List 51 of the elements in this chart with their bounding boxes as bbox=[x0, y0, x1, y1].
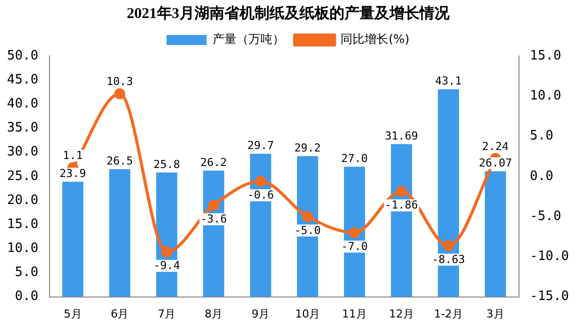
x-tick-label: 8月 bbox=[204, 307, 223, 320]
data-label: 10.3 bbox=[106, 75, 133, 88]
x-tick-label: 6月 bbox=[110, 307, 129, 320]
x-tick-label: 9月 bbox=[252, 307, 270, 320]
y-tick-label: 50.0 bbox=[6, 48, 38, 64]
y2-tick-label: 10.0 bbox=[530, 88, 562, 104]
data-label: -5.0 bbox=[294, 224, 321, 237]
x-tick-label: 1-2月 bbox=[434, 307, 463, 320]
data-label: -3.6 bbox=[200, 212, 227, 226]
legend-label: 同比增长(%) bbox=[340, 32, 410, 46]
y-tick-label: 5.0 bbox=[14, 265, 38, 280]
data-label: -9.4 bbox=[153, 259, 180, 272]
x-tick-label: 7月 bbox=[158, 307, 176, 320]
data-label: -7.0 bbox=[341, 240, 368, 253]
y-tick-label: 20.0 bbox=[6, 192, 38, 208]
data-label: 25.8 bbox=[153, 158, 180, 171]
data-label: 29.2 bbox=[294, 142, 321, 155]
data-label: -1.86 bbox=[384, 198, 418, 212]
y2-tick-label: 15.0 bbox=[530, 48, 562, 64]
data-label: 26.2 bbox=[200, 156, 227, 169]
y2-tick-label: -15.0 bbox=[530, 289, 570, 304]
y2-tick-label: 0.0 bbox=[530, 168, 554, 184]
data-label: 1.1 bbox=[62, 148, 83, 162]
data-label: 31.69 bbox=[384, 130, 418, 143]
data-label: 26.5 bbox=[106, 154, 133, 168]
chart-title: 2021年3月湖南省机制纸及纸板的产量及增长情况 bbox=[126, 4, 450, 23]
y2-tick-label: -10.0 bbox=[530, 249, 570, 264]
y-tick-label: 45.0 bbox=[6, 72, 38, 88]
x-tick-label: 10月 bbox=[295, 307, 320, 320]
x-tick-label: 3月 bbox=[486, 307, 504, 320]
y-tick-label: 25.0 bbox=[6, 168, 38, 184]
y-tick-label: 30.0 bbox=[6, 144, 38, 160]
x-tick-label: 12月 bbox=[388, 307, 414, 320]
y2-tick-label: 5.0 bbox=[530, 128, 554, 144]
data-label: 29.7 bbox=[247, 139, 274, 152]
y-tick-label: 10.0 bbox=[6, 241, 38, 256]
data-label: 2.24 bbox=[482, 140, 510, 153]
y2-tick-label: -5.0 bbox=[530, 208, 562, 224]
x-tick-label: 5月 bbox=[64, 307, 82, 320]
x-tick-label: 11月 bbox=[342, 307, 368, 320]
y-tick-label: 15.0 bbox=[6, 216, 38, 232]
y-tick-label: 35.0 bbox=[6, 120, 38, 136]
legend-label: 产量（万吨） bbox=[212, 32, 285, 46]
data-label: 26.07 bbox=[478, 156, 512, 170]
data-label: 43.1 bbox=[435, 74, 462, 88]
y-tick-label: 0.0 bbox=[14, 289, 38, 304]
data-label: -8.63 bbox=[432, 253, 465, 266]
data-label: -0.6 bbox=[247, 188, 274, 202]
data-label: 23.9 bbox=[60, 167, 86, 180]
y-tick-label: 40.0 bbox=[6, 96, 38, 112]
data-label: 27.0 bbox=[341, 152, 368, 166]
